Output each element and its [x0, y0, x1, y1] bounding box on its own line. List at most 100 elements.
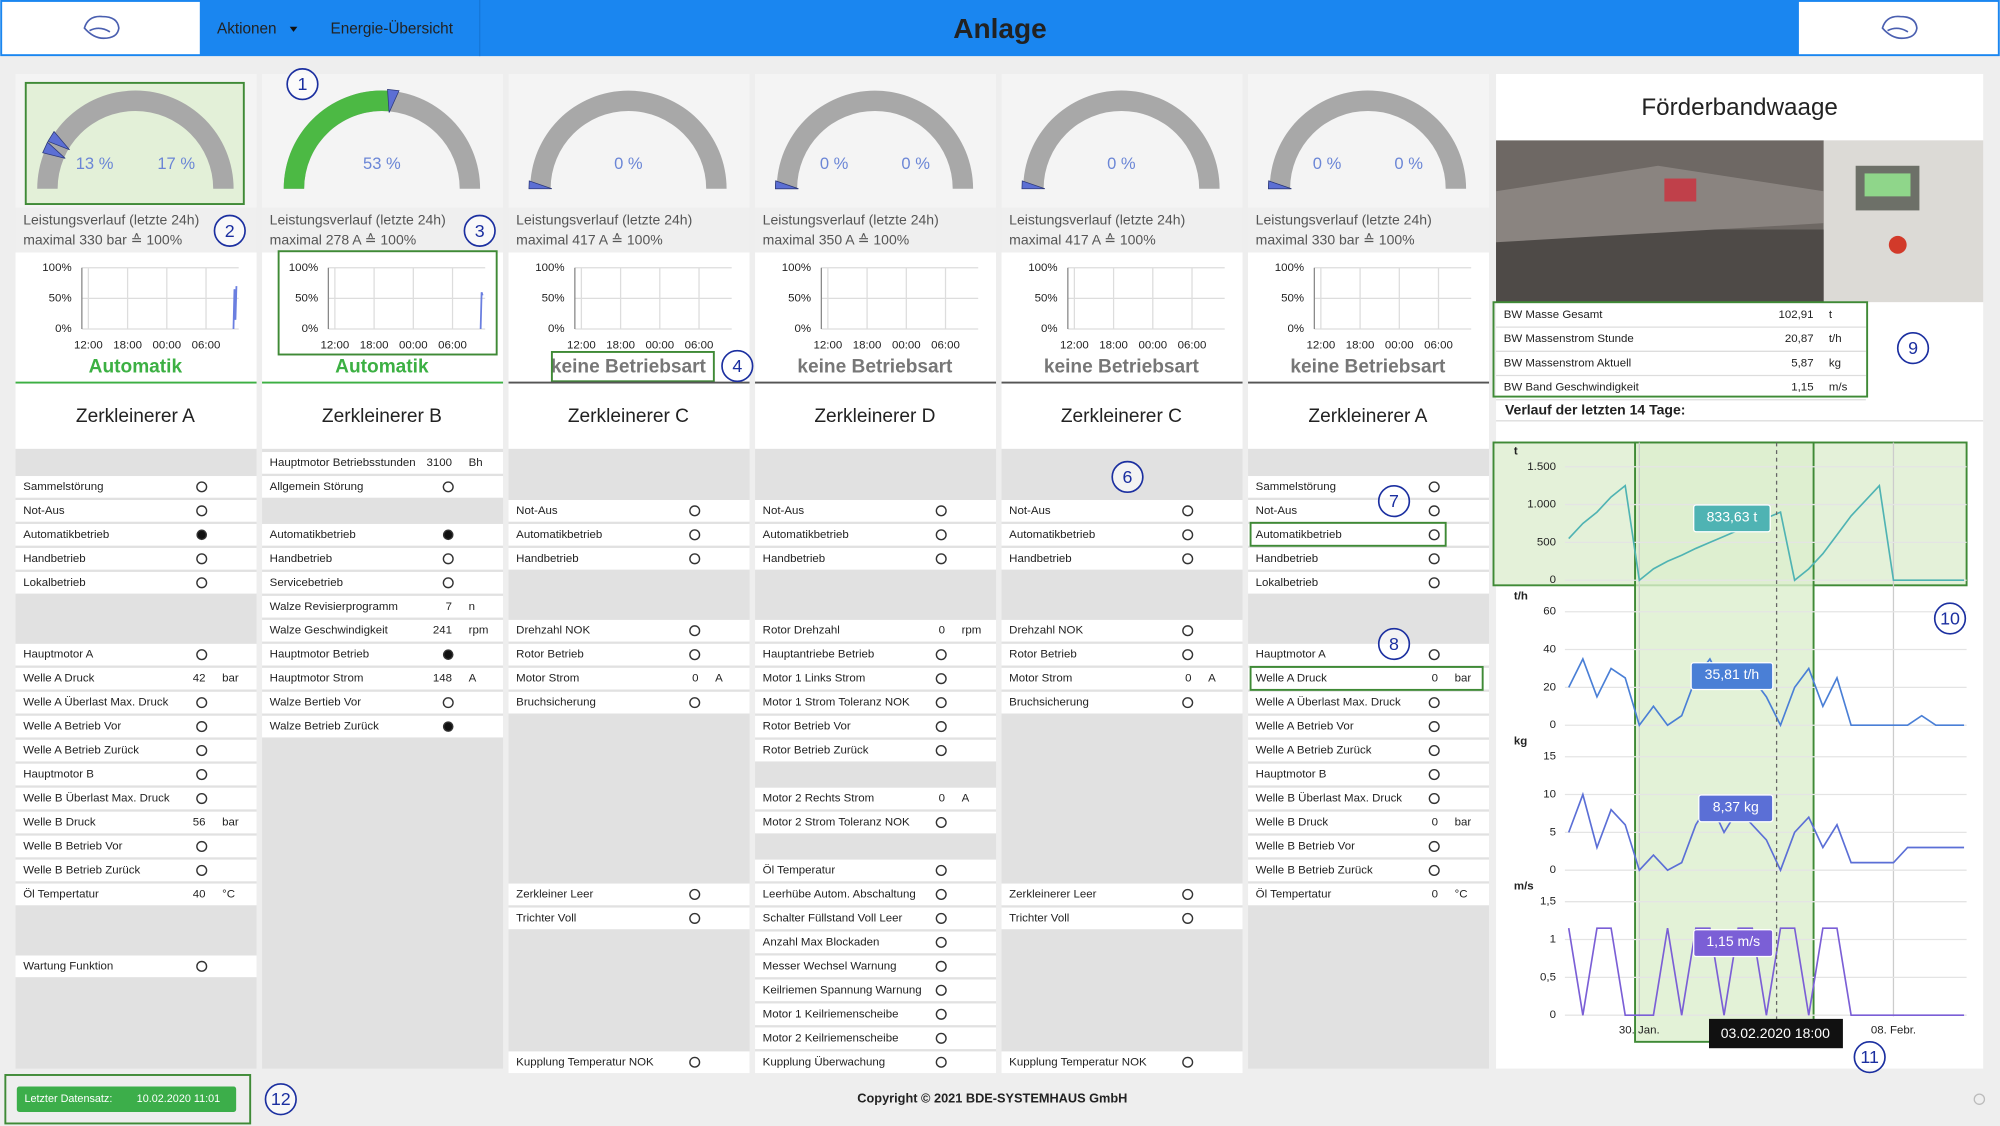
x-tick-label: 30. Jan.	[1619, 1024, 1660, 1036]
row	[508, 643, 750, 666]
y-tick-label: 0	[1550, 719, 1556, 731]
row-label: Welle A Betrieb Vor	[1256, 721, 1354, 733]
photo-part	[1864, 173, 1911, 197]
row-label: Rotor Betrieb Zurück	[763, 745, 869, 757]
row-label: Automatikbetrieb	[270, 529, 356, 541]
row-unit: A	[469, 673, 477, 685]
status-indicator	[935, 505, 947, 517]
row	[262, 571, 504, 594]
stat-label: BW Band Geschwindigkeit	[1504, 382, 1640, 394]
row-label: Servicebetrieb	[270, 577, 343, 589]
row-label: Motor 1 Keilriemenscheibe	[763, 1008, 899, 1020]
row-label: Motor 1 Links Strom	[763, 673, 866, 685]
status-indicator	[1428, 553, 1440, 565]
row-label: Welle A Überlast Max. Druck	[23, 697, 168, 709]
row-label: Handbetrieb	[1009, 553, 1071, 565]
logo-icon	[1881, 15, 1918, 40]
gauge-label: 53 %	[363, 154, 401, 173]
machine-name: Zerkleinerer B	[322, 406, 442, 427]
x-tick-label: 06:00	[1424, 340, 1453, 352]
x-tick-label: 00:00	[1385, 340, 1414, 352]
status-indicator	[935, 888, 947, 900]
status-indicator	[1428, 529, 1440, 541]
status-indicator	[442, 697, 454, 709]
y-tick-label: 50%	[542, 292, 565, 304]
tooltip	[1690, 662, 1774, 691]
gauge-track	[776, 90, 974, 189]
y-tick-label: 500	[1537, 536, 1556, 548]
row-label: Hauptantriebe Betrieb	[763, 649, 875, 661]
annotation-circle	[264, 1083, 297, 1116]
row-label: Motor 2 Rechts Strom	[763, 793, 875, 805]
machine-name: Zerkleinerer A	[1308, 406, 1427, 427]
row-label: Allgemein Störung	[270, 481, 364, 493]
x-tick-label: 18:00	[606, 340, 635, 352]
row-label: Schalter Füllstand Voll Leer	[763, 912, 903, 924]
gauge-track	[37, 90, 234, 189]
row-label: Welle A Druck	[23, 673, 94, 685]
row	[15, 883, 257, 906]
nav-item[interactable]: Aktionen	[217, 20, 277, 37]
nav-item[interactable]: Energie-Übersicht	[331, 19, 454, 37]
row	[508, 619, 750, 642]
status-indicator	[935, 960, 947, 972]
row-label: Kupplung Temperatur NOK	[516, 1056, 654, 1068]
row-value: 3100	[427, 457, 453, 469]
row-label: Zerkleinerer Leer	[1009, 888, 1097, 900]
axis-unit: t/h	[1514, 590, 1528, 602]
row-label: Hauptmotor Betrieb	[270, 649, 369, 661]
status-indicator	[689, 1056, 701, 1068]
gauge-track	[1269, 90, 1467, 189]
status-indicator	[1428, 792, 1440, 805]
status-indicator	[196, 721, 208, 733]
row	[508, 691, 750, 714]
row	[755, 715, 997, 738]
gauge-pointer	[775, 180, 799, 190]
gauge-pointer	[42, 141, 66, 159]
row-label: Welle B Betrieb Zurück	[1256, 864, 1373, 876]
row-unit: A	[962, 793, 970, 805]
status-indicator	[1428, 697, 1440, 709]
status-indicator	[1428, 721, 1440, 733]
row	[15, 787, 257, 810]
row-label: Not-Aus	[516, 505, 558, 517]
photo-part	[1888, 235, 1907, 254]
x-tick-label: 18:00	[1099, 340, 1128, 352]
row	[755, 811, 997, 834]
status-indicator	[689, 649, 701, 661]
chart-heading: Leistungsverlauf (letzte 24h)	[763, 211, 939, 227]
row	[15, 476, 257, 498]
status-indicator	[196, 577, 208, 589]
tooltip	[1693, 504, 1771, 533]
row-label: Rotor Drehzahl	[763, 625, 840, 637]
mode-label: keine Betriebsart	[797, 356, 953, 377]
row-label: Messer Wechsel Warnung	[763, 960, 897, 972]
mode-label: keine Betriebsart	[1290, 356, 1446, 377]
logo-left[interactable]	[0, 0, 202, 56]
y-tick-label: 0%	[1041, 323, 1058, 335]
row	[1248, 835, 1490, 858]
chart-max: maximal 350 A ≙ 100%	[763, 232, 910, 248]
y-tick-label: 15	[1543, 751, 1556, 763]
row	[1001, 619, 1243, 642]
row	[1248, 811, 1490, 834]
row	[755, 787, 997, 810]
row-label: Welle A Druck	[1256, 673, 1327, 685]
row-label: Wartung Funktion	[23, 960, 113, 972]
highlight-box	[1249, 521, 1447, 547]
name-panel	[1248, 383, 1490, 449]
x-tick-label: 12:00	[567, 340, 596, 352]
row-label: Motor Strom	[1009, 673, 1072, 685]
status-indicator	[689, 697, 701, 709]
annotation-circle	[1853, 1041, 1886, 1074]
row-label: Bruchsicherung	[516, 697, 596, 709]
status-label: Letzter Datensatz:	[24, 1093, 112, 1105]
row	[15, 859, 257, 882]
y-tick-label: 0	[1550, 1009, 1556, 1021]
row	[1248, 667, 1490, 690]
row-value: 40	[193, 888, 206, 900]
status-indicator	[935, 1008, 947, 1020]
y-tick-label: 20	[1543, 681, 1556, 693]
x-tick-label: 12:00	[1307, 340, 1336, 352]
